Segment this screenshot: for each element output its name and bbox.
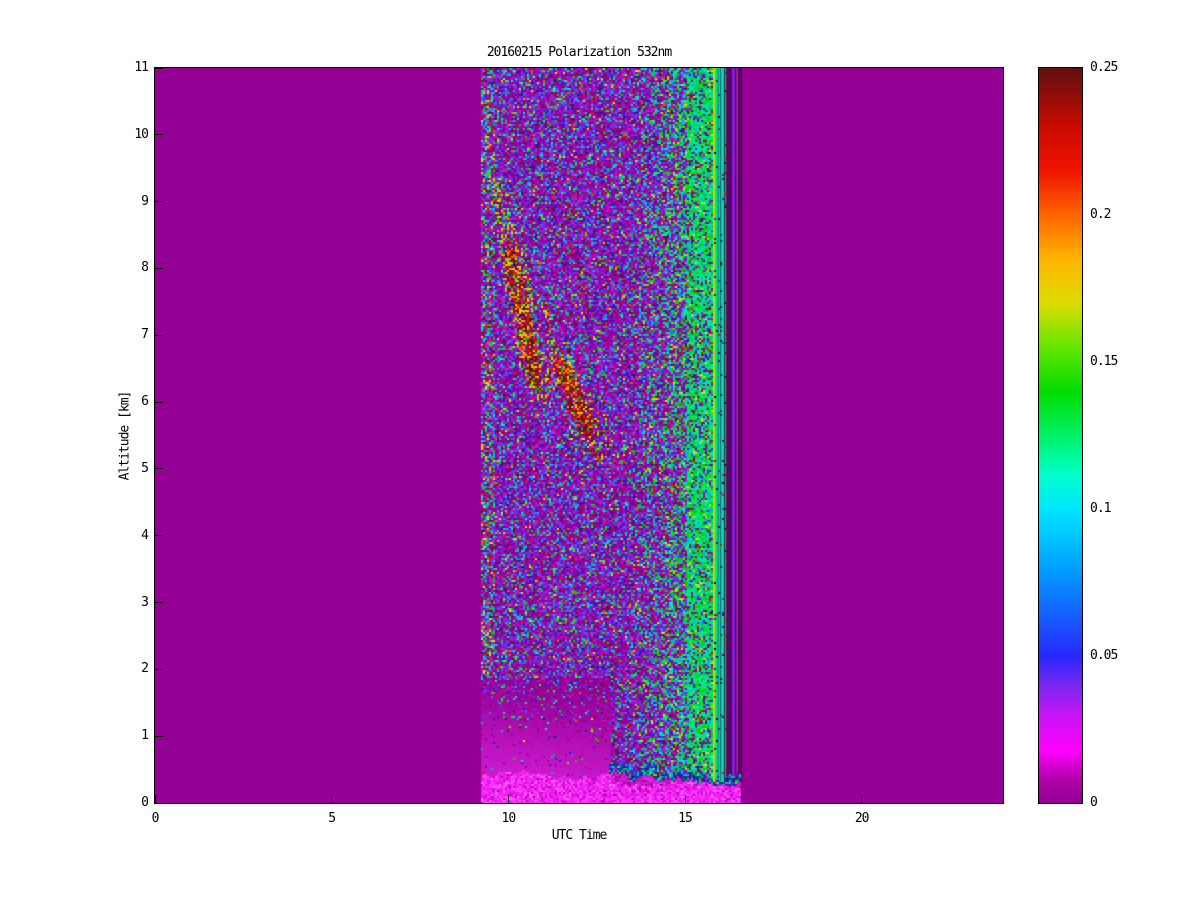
y-tick-label: 9	[141, 193, 149, 209]
chart-title: 20160215 Polarization 532nm	[486, 45, 672, 60]
colorbar-tick-label: 0.1	[1090, 501, 1112, 516]
x-tick-label: 15	[678, 811, 693, 826]
y-tick-label: 2	[141, 661, 149, 677]
x-axis-title: UTC Time	[551, 828, 608, 843]
heatmap-canvas	[155, 68, 1003, 803]
y-tick-label: 4	[141, 527, 149, 543]
x-tick-label: 10	[501, 811, 517, 826]
y-tick-label: 10	[134, 126, 149, 142]
colorbar-tick-label: 0.15	[1090, 354, 1118, 369]
colorbar-tick-label: 0	[1090, 795, 1098, 810]
y-tick-label: 3	[141, 594, 149, 610]
colorbar-tick-label: 0.05	[1090, 648, 1118, 663]
y-tick-label: 1	[141, 728, 149, 744]
x-tick-label: 20	[854, 811, 870, 826]
colorbar-tick-label: 0.25	[1090, 60, 1118, 75]
x-tick-label: 5	[328, 811, 336, 826]
x-tick-label: 0	[151, 811, 160, 826]
y-tick-label: 11	[134, 60, 149, 75]
y-tick-label: 7	[141, 327, 149, 343]
y-tick-label: 8	[141, 260, 149, 276]
colorbar-tick-label: 0.2	[1090, 207, 1112, 222]
y-tick-label: 0	[141, 795, 149, 810]
y-axis-title: Altitude [km]	[117, 391, 133, 481]
colorbar-gradient	[1039, 68, 1082, 803]
